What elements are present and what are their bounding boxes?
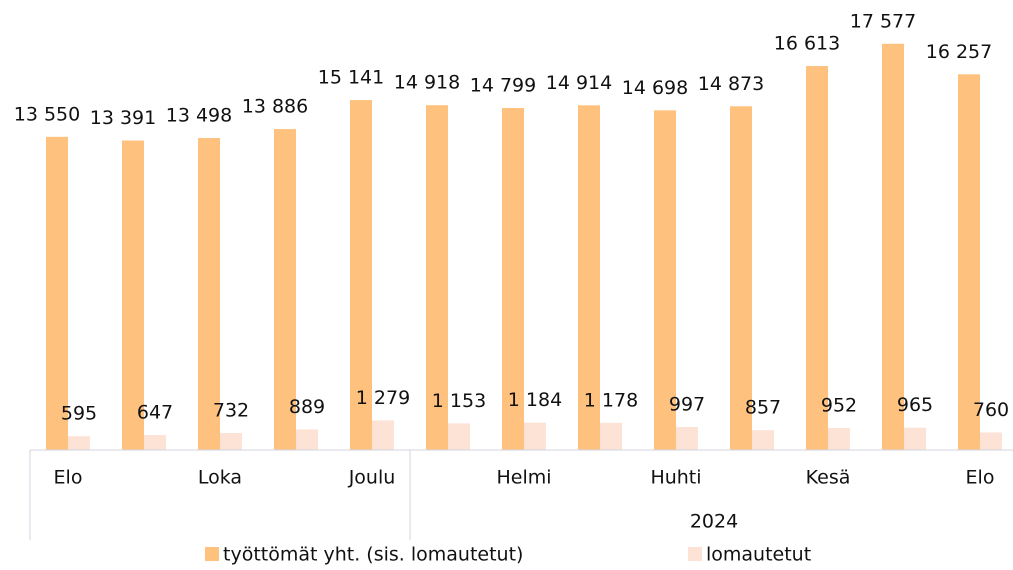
bar bbox=[198, 138, 220, 451]
x-group-label: 2024 bbox=[690, 511, 738, 533]
value-label: 17 577 bbox=[850, 10, 916, 32]
bar bbox=[448, 423, 470, 450]
value-label: 1 178 bbox=[584, 389, 638, 411]
bar bbox=[828, 427, 850, 450]
value-label: 997 bbox=[669, 393, 705, 415]
value-label: 1 153 bbox=[432, 390, 486, 412]
value-label: 952 bbox=[821, 394, 857, 416]
bar bbox=[882, 43, 904, 450]
bar bbox=[502, 107, 524, 450]
bar bbox=[730, 106, 752, 451]
value-label: 965 bbox=[897, 394, 933, 416]
x-tick-label: Helmi bbox=[496, 467, 551, 489]
bar bbox=[958, 74, 980, 451]
value-label: 732 bbox=[213, 400, 249, 422]
value-label: 857 bbox=[745, 397, 781, 419]
value-label: 647 bbox=[137, 402, 173, 424]
legend-swatch bbox=[205, 547, 219, 561]
value-label: 14 799 bbox=[470, 74, 536, 96]
legend-label: työttömät yht. (sis. lomautetut) bbox=[223, 544, 523, 566]
value-label: 13 498 bbox=[166, 105, 232, 127]
value-label: 13 391 bbox=[90, 107, 156, 129]
value-label: 1 279 bbox=[356, 387, 410, 409]
value-label: 15 141 bbox=[318, 67, 384, 89]
bar bbox=[654, 110, 676, 450]
x-tick-label: Loka bbox=[198, 467, 242, 489]
bar bbox=[904, 427, 926, 450]
bar bbox=[752, 430, 774, 450]
bar bbox=[524, 422, 546, 450]
bar bbox=[980, 432, 1002, 450]
value-label: 13 550 bbox=[14, 103, 80, 125]
bar bbox=[578, 105, 600, 450]
value-label: 14 914 bbox=[546, 72, 612, 94]
value-label: 595 bbox=[61, 403, 97, 425]
legend-label: lomautetut bbox=[706, 544, 811, 566]
value-label: 16 257 bbox=[926, 41, 992, 63]
value-label: 889 bbox=[289, 396, 325, 418]
bar bbox=[350, 100, 372, 450]
x-tick-label: Elo bbox=[54, 467, 83, 489]
bar bbox=[46, 136, 68, 450]
value-label: 14 873 bbox=[698, 73, 764, 95]
bar bbox=[676, 426, 698, 450]
bar bbox=[806, 66, 828, 450]
bar bbox=[144, 435, 166, 450]
x-tick-label: Elo bbox=[966, 467, 995, 489]
value-label: 760 bbox=[973, 399, 1009, 421]
legend-swatch bbox=[688, 547, 702, 561]
value-label: 1 184 bbox=[508, 389, 562, 411]
bar bbox=[600, 422, 622, 450]
bar bbox=[122, 140, 144, 450]
bar bbox=[220, 433, 242, 450]
bar bbox=[372, 420, 394, 450]
bar bbox=[296, 429, 318, 450]
value-label: 14 918 bbox=[394, 72, 460, 94]
bar bbox=[426, 105, 448, 450]
bar bbox=[68, 436, 90, 450]
x-tick-label: Kesä bbox=[806, 467, 851, 489]
value-label: 14 698 bbox=[622, 77, 688, 99]
bar bbox=[274, 129, 296, 451]
value-label: 13 886 bbox=[242, 96, 308, 118]
value-label: 16 613 bbox=[774, 33, 840, 55]
x-tick-label: Joulu bbox=[348, 467, 396, 489]
x-tick-label: Huhti bbox=[650, 467, 701, 489]
